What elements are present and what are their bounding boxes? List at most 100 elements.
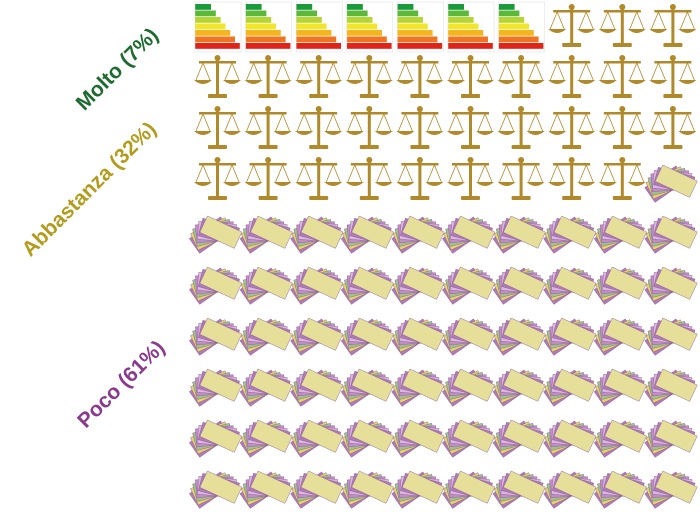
scale-base [410,196,430,200]
energy-bar [397,36,438,43]
scale-beam [350,163,388,166]
scale-string [578,11,594,30]
scale-pan [295,80,314,84]
icon [649,55,697,98]
banknote [604,215,647,249]
scale-string [347,164,363,183]
energy-bar [448,43,493,49]
scale-string [549,62,565,81]
scale-string [325,164,341,183]
icon [340,266,394,305]
scale-pan [548,182,567,186]
scale-top [416,55,423,61]
icon [543,215,597,254]
icon [497,55,545,98]
scale-pan [526,131,545,135]
banknote [553,368,597,402]
energy-bar [397,17,423,23]
scale-post [620,58,624,94]
scale-base [562,43,582,47]
banknote [300,215,344,249]
energy-frame [295,1,343,53]
icon [189,368,243,407]
scale-string [325,62,341,81]
scale-beam [654,10,692,13]
icon [397,1,444,53]
scale-pan [577,29,596,33]
scale-string [528,113,543,132]
scale-post [367,109,371,145]
scale-top [265,157,272,163]
scale-beam [300,112,338,115]
scale-pan [526,80,545,84]
scale-post [570,58,574,94]
icon [548,157,596,200]
banknote [654,470,698,504]
icon [593,470,647,509]
scale-string [398,164,413,183]
banknote [199,317,243,351]
scale-pan [194,80,212,84]
scale-base [612,94,632,98]
banknote [503,419,546,453]
scale-pan [223,131,241,135]
scale-pan [396,131,415,135]
scale-string [398,113,413,132]
icon [492,266,546,305]
scale-string [680,113,695,132]
banknote [452,215,496,249]
scale-base [410,94,430,98]
scale-string [600,11,616,30]
scale-base [208,145,227,149]
scale-string [296,164,312,183]
scale-base [663,43,683,47]
scale-pan [374,80,393,84]
scale-base [359,145,379,149]
scale-pan [273,131,292,135]
scale-pan [425,80,444,84]
scale-post [317,160,321,196]
icon [396,106,444,149]
energy-bar [245,30,281,36]
icon [492,317,546,356]
banknote [351,470,394,504]
scale-pan [425,182,444,186]
icon [239,419,293,458]
scale-top [265,106,272,112]
scale-beam [199,61,236,64]
scale-post [266,160,270,196]
icon [593,419,647,458]
energy-bar [195,4,211,10]
scale-pan [396,182,415,186]
icon [644,419,698,458]
scale-string [224,113,240,132]
icon [598,4,646,47]
scale-string [680,11,695,30]
scale-post [469,58,472,94]
scale-pan [244,80,263,84]
scale-string [224,62,240,81]
scale-base [562,94,582,98]
banknote [654,317,698,351]
scale-top [568,55,575,61]
banknote [503,470,546,504]
scale-string [549,11,565,30]
scale-beam [300,163,338,166]
scale-string [499,113,514,132]
icon [498,1,545,53]
scale-pan [497,80,516,84]
banknote [452,266,496,300]
icon [345,55,393,98]
banknote [553,317,597,351]
scale-top [416,106,423,112]
scale-string [296,113,312,132]
scale-string [224,164,240,183]
energy-bar [296,10,317,17]
icon [391,419,445,458]
scale-string [427,164,442,183]
icon [194,157,241,200]
scale-string [549,113,565,132]
scale-post [671,109,675,145]
scale-pan [476,182,494,186]
category-label: Poco (61%) [73,336,169,432]
